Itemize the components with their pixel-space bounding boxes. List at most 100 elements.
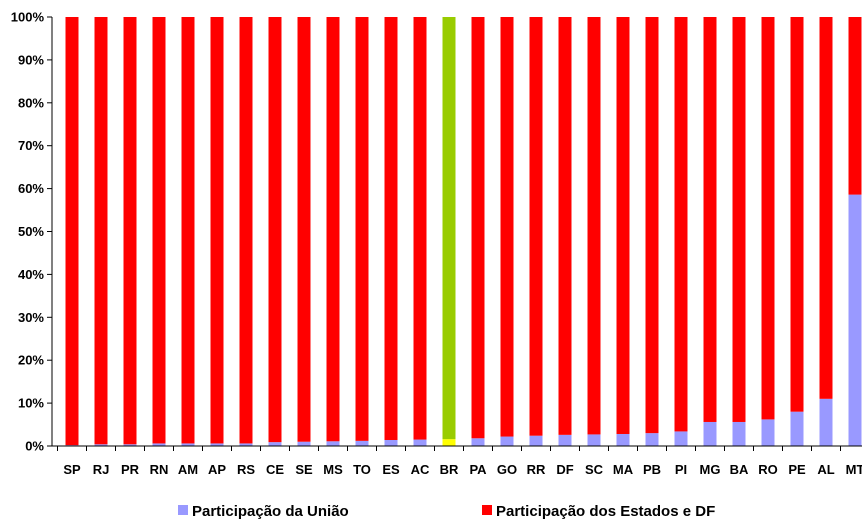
bar-estados-pr	[123, 17, 137, 445]
bar-estados-es	[384, 17, 398, 440]
x-tick-label: MS	[323, 462, 343, 477]
bar-uniao-se	[297, 441, 311, 446]
bar-uniao-pb	[645, 433, 659, 446]
bar-uniao-sc	[587, 434, 601, 446]
bar-uniao-ac	[413, 439, 427, 446]
x-tick-label: RN	[150, 462, 169, 477]
bar-estados-ma	[616, 17, 630, 434]
x-tick-label: RJ	[93, 462, 110, 477]
x-tick-label: PA	[469, 462, 487, 477]
x-tick-label: PE	[788, 462, 806, 477]
bar-uniao-br	[442, 439, 456, 446]
x-tick-label: PB	[643, 462, 661, 477]
bar-uniao-mg	[703, 421, 717, 446]
bar-estados-sp	[65, 17, 79, 446]
x-tick-label: AL	[817, 462, 834, 477]
bar-estados-mg	[703, 17, 717, 422]
x-tick-label: CE	[266, 462, 284, 477]
x-tick-label: DF	[556, 462, 573, 477]
y-tick-label: 100%	[11, 10, 45, 25]
x-tick-label: AC	[411, 462, 430, 477]
bar-estados-al	[819, 17, 833, 399]
bar-estados-ap	[210, 17, 224, 444]
bar-estados-sc	[587, 17, 601, 435]
x-tick-label: MA	[613, 462, 634, 477]
x-tick-label: BR	[440, 462, 459, 477]
bar-estados-ce	[268, 17, 282, 443]
x-tick-label: PR	[121, 462, 140, 477]
x-tick-label: PI	[675, 462, 687, 477]
bar-uniao-go	[500, 436, 514, 446]
y-tick-label: 40%	[18, 267, 44, 282]
bar-estados-pi	[674, 17, 688, 432]
bar-uniao-ma	[616, 433, 630, 446]
x-tick-label: RR	[527, 462, 546, 477]
bar-estados-pb	[645, 17, 659, 434]
legend-item-uniao: Participação da União	[178, 503, 349, 521]
bar-estados-pa	[471, 17, 485, 439]
bar-uniao-ro	[761, 419, 775, 446]
bar-uniao-am	[181, 443, 195, 446]
bar-estados-ms	[326, 17, 340, 442]
legend-label-uniao: Participação da União	[192, 503, 349, 520]
bar-uniao-ap	[210, 443, 224, 446]
bar-uniao-rs	[239, 443, 253, 446]
legend-label-estados: Participação dos Estados e DF	[496, 503, 716, 520]
legend-swatch-estados	[482, 505, 492, 515]
x-tick-label: RO	[758, 462, 778, 477]
bars	[65, 17, 862, 446]
y-tick-label: 50%	[18, 224, 44, 239]
bar-uniao-rj	[94, 444, 108, 446]
bar-uniao-to	[355, 440, 369, 446]
y-tick-label: 60%	[18, 181, 44, 196]
x-tick-label: AM	[178, 462, 198, 477]
bar-uniao-rn	[152, 443, 166, 446]
y-tick-label: 70%	[18, 138, 44, 153]
x-tick-label: TO	[353, 462, 371, 477]
bar-uniao-ce	[268, 442, 282, 446]
y-tick-label: 0%	[25, 439, 44, 454]
x-tick-label: RS	[237, 462, 255, 477]
bar-uniao-pe	[790, 411, 804, 446]
bar-estados-to	[355, 17, 369, 441]
x-tick-label: AP	[208, 462, 226, 477]
y-axis: 0% 10% 20% 30% 40% 50% 60% 70% 80% 90% 100%	[11, 10, 53, 454]
bar-estados-mt	[848, 17, 862, 195]
x-tick-label: SC	[585, 462, 604, 477]
x-tick-label: BA	[730, 462, 749, 477]
bar-uniao-df	[558, 434, 572, 446]
bar-estados-ac	[413, 17, 427, 440]
bar-estados-ba	[732, 17, 746, 422]
legend-item-estados: Participação dos Estados e DF	[482, 503, 715, 521]
bar-estados-pe	[790, 17, 804, 412]
bar-estados-ro	[761, 17, 775, 420]
x-tick-label: ES	[382, 462, 400, 477]
legend-swatch-uniao	[178, 505, 188, 515]
y-tick-label: 20%	[18, 353, 44, 368]
x-tick-label: MT	[846, 462, 862, 477]
bar-uniao-pa	[471, 438, 485, 446]
y-tick-label: 30%	[18, 310, 44, 325]
y-tick-label: 10%	[18, 396, 44, 411]
x-tick-label: SP	[63, 462, 81, 477]
x-tick-label: SE	[295, 462, 313, 477]
bar-uniao-rr	[529, 435, 543, 446]
y-tick-label: 90%	[18, 52, 44, 67]
bar-estados-rn	[152, 17, 166, 444]
bar-estados-se	[297, 17, 311, 442]
x-tick-label: MG	[700, 462, 721, 477]
bar-uniao-es	[384, 439, 398, 446]
bar-uniao-pi	[674, 431, 688, 446]
bar-uniao-pr	[123, 444, 137, 446]
x-tick-label: GO	[497, 462, 517, 477]
bar-uniao-ms	[326, 441, 340, 446]
bar-estados-rj	[94, 17, 108, 445]
bar-estados-df	[558, 17, 572, 435]
bar-estados-rs	[239, 17, 253, 444]
bar-estados-go	[500, 17, 514, 437]
bar-uniao-mt	[848, 194, 862, 446]
bar-uniao-ba	[732, 421, 746, 446]
bar-uniao-al	[819, 398, 833, 446]
x-axis: SP RJ PR RN AM AP RS CE SE MS TO ES AC BR PA GO RR DF SC MA…	[52, 445, 862, 477]
